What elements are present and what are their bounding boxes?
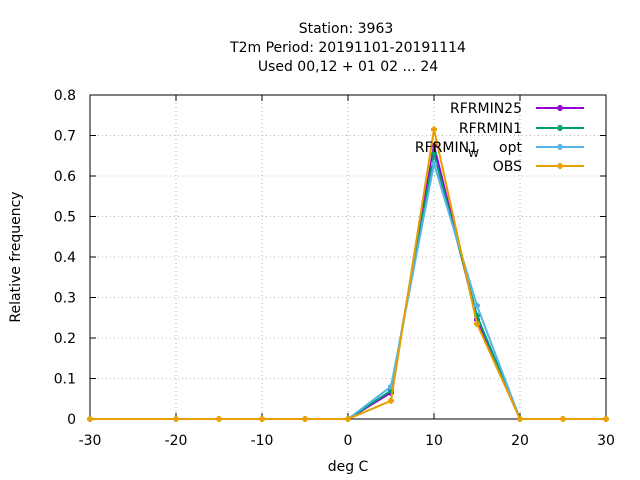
y-tick-label: 0.6 bbox=[54, 169, 76, 185]
series-line bbox=[90, 144, 606, 420]
data-point bbox=[431, 150, 437, 157]
data-point bbox=[431, 126, 437, 133]
data-point bbox=[603, 416, 609, 422]
legend-label-obs: OBS bbox=[493, 159, 522, 175]
legend-label-rfrmin25: RFRMIN25 bbox=[450, 101, 522, 117]
x-tick-label: -20 bbox=[165, 433, 188, 449]
data-point bbox=[216, 416, 222, 422]
y-tick-label: 0.7 bbox=[54, 129, 76, 145]
data-point bbox=[431, 160, 437, 167]
data-point bbox=[345, 416, 351, 422]
title-line-used: Used 00,12 + 01 02 ... 24 bbox=[258, 59, 438, 75]
chart-title: Station: 3963 T2m Period: 20191101-20191… bbox=[229, 21, 466, 75]
series-0 bbox=[87, 142, 609, 422]
grid-lines bbox=[90, 95, 606, 419]
legend-label-sub: W bbox=[468, 147, 479, 160]
y-tick-label: 0.8 bbox=[54, 88, 76, 104]
x-tick-label: -30 bbox=[79, 433, 102, 449]
series-3 bbox=[87, 126, 609, 422]
data-point bbox=[560, 416, 566, 422]
legend-label-main: RFRMIN1 bbox=[415, 140, 478, 156]
x-tick-label: 10 bbox=[425, 433, 443, 449]
x-tick-label: 30 bbox=[597, 433, 615, 449]
y-axis-label: Relative frequency bbox=[8, 191, 24, 322]
y-tick-label: 0.4 bbox=[54, 250, 76, 266]
legend-marker-rfrmin1-w-opt bbox=[557, 144, 563, 150]
data-point bbox=[474, 320, 480, 327]
y-tick-label: 0.5 bbox=[54, 210, 76, 226]
legend-marker-rfrmin1 bbox=[557, 125, 563, 131]
title-line-station: Station: 3963 bbox=[299, 21, 394, 37]
data-point bbox=[388, 397, 394, 404]
legend-marker-rfrmin25 bbox=[557, 105, 563, 111]
series-lines bbox=[87, 126, 609, 422]
data-point bbox=[259, 416, 265, 422]
data-point bbox=[302, 416, 308, 422]
legend: RFRMIN25 RFRMIN1 RFRMIN1W opt OBS bbox=[415, 101, 584, 175]
data-point bbox=[517, 416, 523, 422]
title-line-period: T2m Period: 20191101-20191114 bbox=[229, 40, 466, 56]
legend-entry-obs: OBS bbox=[493, 159, 584, 175]
x-axis-label: deg C bbox=[328, 459, 369, 475]
legend-label-rfrmin1: RFRMIN1 bbox=[459, 121, 522, 137]
y-tick-label: 0 bbox=[67, 412, 76, 428]
y-tick-label: 0.2 bbox=[54, 331, 76, 347]
legend-entry-rfrmin25: RFRMIN25 bbox=[450, 101, 584, 117]
x-tick-label: 20 bbox=[511, 433, 529, 449]
data-point bbox=[87, 416, 93, 422]
data-point bbox=[173, 416, 179, 422]
x-tick-label: -10 bbox=[251, 433, 274, 449]
series-line bbox=[90, 128, 606, 420]
axis-ticks: 0 0.1 0.2 0.3 0.4 0.5 0.6 0.7 0.8 -30 -20 -10 0 10 20 3… bbox=[54, 88, 615, 449]
legend-label-rfrmin1-w-opt: RFRMIN1W opt bbox=[415, 140, 523, 160]
y-tick-label: 0.1 bbox=[54, 372, 76, 388]
legend-entry-rfrmin1: RFRMIN1 bbox=[459, 121, 584, 137]
y-tick-label: 0.3 bbox=[54, 291, 76, 307]
legend-marker-obs bbox=[557, 163, 563, 169]
legend-label-suffix: opt bbox=[495, 140, 523, 156]
data-point bbox=[474, 302, 480, 309]
legend-entry-rfrmin1-w-opt: RFRMIN1W opt bbox=[415, 140, 584, 160]
x-tick-label: 0 bbox=[344, 433, 353, 449]
